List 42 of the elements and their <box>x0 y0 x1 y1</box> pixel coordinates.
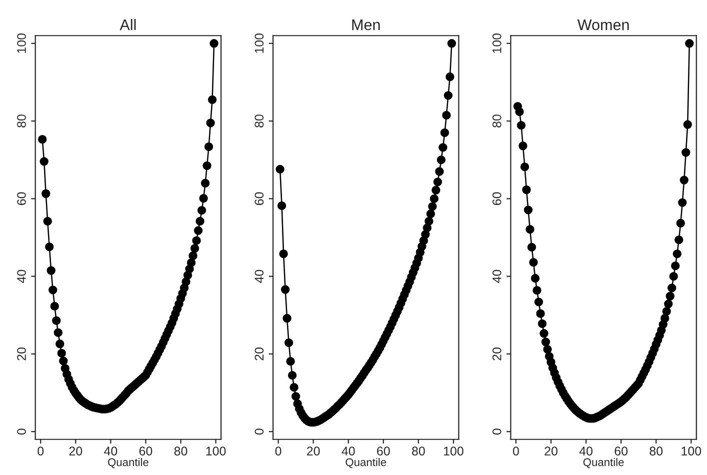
y-tick-label: 100 <box>492 33 502 53</box>
x-tick-label: 60 <box>139 446 152 456</box>
x-tick-label: 20 <box>69 446 82 456</box>
x-tick-label: 100 <box>206 446 226 456</box>
x-tick-label: 40 <box>104 446 118 456</box>
x-axis-title: Quantile <box>346 458 386 468</box>
y-tick-label: 80 <box>17 114 26 128</box>
y-tick-label: 40 <box>17 270 26 283</box>
x-tick-label: 40 <box>579 446 592 456</box>
x-axis-title: Quantile <box>108 458 148 468</box>
y-tick-label: 40 <box>492 270 502 283</box>
x-tick-label: 0 <box>275 446 282 456</box>
x-tick-label: 80 <box>174 446 188 456</box>
x-tick-label: 0 <box>512 446 519 456</box>
y-tick-label: 20 <box>17 348 26 360</box>
x-tick-label: 80 <box>650 446 663 456</box>
y-tick-label: 0 <box>254 428 264 435</box>
x-tick-label: 20 <box>544 446 558 456</box>
x-tick-label: 40 <box>342 446 355 456</box>
x-tick-label: 80 <box>412 446 425 456</box>
y-tick-label: 60 <box>492 192 502 205</box>
y-tick-label: 80 <box>492 114 502 128</box>
y-tick-label: 0 <box>492 428 502 435</box>
y-tick-label: 60 <box>17 192 26 205</box>
y-tick-label: 60 <box>254 192 264 205</box>
x-tick-label: 100 <box>682 446 702 456</box>
x-tick-label: 20 <box>306 446 320 456</box>
x-axis-title: Quantile <box>583 458 624 468</box>
y-tick-label: 40 <box>254 270 264 283</box>
x-tick-label: 60 <box>377 446 390 456</box>
y-tick-label: 0 <box>17 428 26 435</box>
chart-title: Women <box>577 20 629 30</box>
y-tick-label: 100 <box>17 33 26 53</box>
y-tick-label: 80 <box>254 114 264 128</box>
y-tick-label: 20 <box>254 348 264 360</box>
x-tick-label: 0 <box>38 446 44 456</box>
x-tick-label: 60 <box>614 446 628 456</box>
chart-title: All <box>120 19 136 30</box>
y-tick-label: 20 <box>492 348 502 360</box>
x-tick-label: 100 <box>444 446 464 456</box>
y-tick-label: 100 <box>254 33 264 53</box>
chart-title: Men <box>352 20 380 30</box>
